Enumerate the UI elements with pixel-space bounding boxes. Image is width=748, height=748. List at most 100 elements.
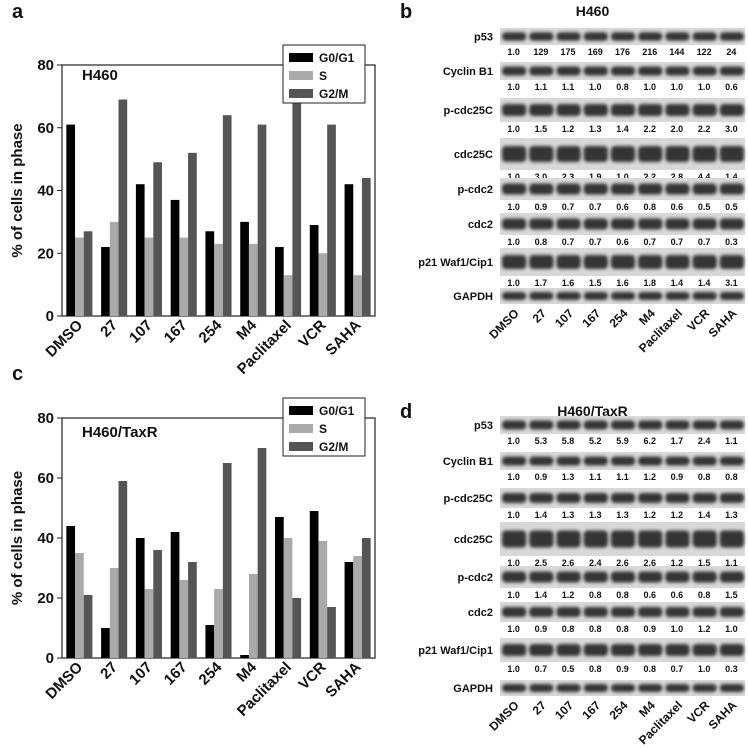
band-value: 1.7: [535, 278, 548, 288]
band-value: 0.9: [535, 624, 548, 634]
bar: [361, 177, 371, 316]
band: [638, 146, 663, 162]
legend-swatch: [289, 406, 313, 415]
band-value: 0.3: [725, 664, 738, 674]
band-value: 1.4: [535, 590, 548, 600]
y-tick-label: 0: [46, 308, 54, 325]
band: [556, 644, 581, 656]
band-value: 2.2: [643, 124, 656, 134]
legend-label: S: [319, 422, 327, 436]
band-value: 0.7: [643, 237, 656, 247]
band-value: 2.3: [562, 172, 575, 182]
band-value: 1.0: [507, 510, 520, 520]
band: [610, 32, 636, 41]
band: [719, 218, 744, 230]
band-value: 0.3: [725, 237, 738, 247]
band-value: 1.3: [589, 124, 602, 134]
band: [638, 684, 663, 692]
band: [638, 530, 663, 548]
lane-label: 167: [579, 306, 603, 330]
band: [692, 420, 717, 430]
bar: [275, 246, 284, 316]
band-value: 1.0: [671, 624, 684, 634]
band: [692, 644, 717, 656]
band: [502, 292, 527, 300]
band: [638, 32, 663, 41]
band-value: 1.0: [589, 82, 602, 92]
band-value: 1.1: [725, 436, 738, 446]
band: [502, 607, 527, 617]
row-label: cdc2: [468, 219, 493, 231]
y-tick-label: 60: [37, 470, 54, 487]
band: [583, 183, 608, 195]
bar: [283, 275, 293, 316]
band: [665, 292, 690, 300]
bar: [188, 152, 197, 316]
band: [529, 255, 554, 269]
band: [502, 493, 527, 503]
band: [610, 607, 636, 617]
band-value: 2.2: [698, 124, 711, 134]
lane-label: DMSO: [486, 306, 521, 341]
band: [610, 420, 636, 430]
band-value: 0.7: [589, 237, 602, 247]
band: [583, 218, 608, 230]
band: [583, 420, 608, 430]
band-group: [502, 66, 744, 76]
y-tick-label: 20: [37, 245, 54, 262]
x-tick-label: SAHA: [322, 317, 364, 359]
bar: [205, 231, 215, 316]
band: [529, 420, 554, 430]
band: [692, 255, 717, 269]
band: [692, 493, 717, 503]
band-value: 0.8: [616, 82, 629, 92]
legend-label: S: [319, 69, 327, 83]
panel-label: a: [12, 1, 24, 23]
band-value: 1.2: [671, 510, 684, 520]
bar: [66, 124, 76, 316]
band-value: 3.1: [725, 278, 738, 288]
band-value: 2.6: [562, 558, 575, 568]
row-label: p53: [474, 420, 493, 432]
band-group: [502, 684, 744, 692]
band-value: 0.8: [616, 590, 629, 600]
legend-label: G2/M: [319, 87, 348, 101]
band: [556, 104, 581, 116]
band: [502, 146, 527, 162]
row-label: GAPDH: [453, 291, 493, 303]
band-value: 1.0: [507, 436, 520, 446]
band: [665, 104, 690, 116]
band-value: 144: [669, 47, 684, 57]
band-group: [502, 530, 744, 548]
band: [638, 255, 663, 269]
x-tick-label: 254: [196, 658, 226, 688]
bar: [240, 655, 249, 658]
band: [692, 684, 717, 692]
row-label: p-cdc25C: [443, 493, 493, 505]
panel-label: d: [400, 401, 412, 423]
bar: [83, 231, 93, 316]
band: [583, 571, 608, 583]
band: [692, 183, 717, 195]
band-value: 1.3: [562, 472, 575, 482]
band-value: 1.4: [616, 124, 629, 134]
band: [556, 255, 581, 269]
band-value: 0.8: [698, 472, 711, 482]
band-value: 1.0: [507, 558, 520, 568]
band: [529, 530, 554, 548]
band: [502, 456, 527, 466]
band: [692, 218, 717, 230]
band: [529, 146, 554, 162]
band: [638, 218, 663, 230]
band-value: 5.9: [616, 436, 629, 446]
band-value: 0.7: [671, 237, 684, 247]
lane-label: M4: [636, 698, 658, 720]
band: [719, 420, 744, 430]
row-label: p-cdc2: [458, 572, 493, 584]
band-value: 1.0: [698, 82, 711, 92]
row-label: Cyclin B1: [443, 456, 493, 468]
bar: [257, 124, 267, 316]
band: [692, 530, 717, 548]
band-group: [502, 255, 744, 269]
bar: [361, 538, 371, 658]
